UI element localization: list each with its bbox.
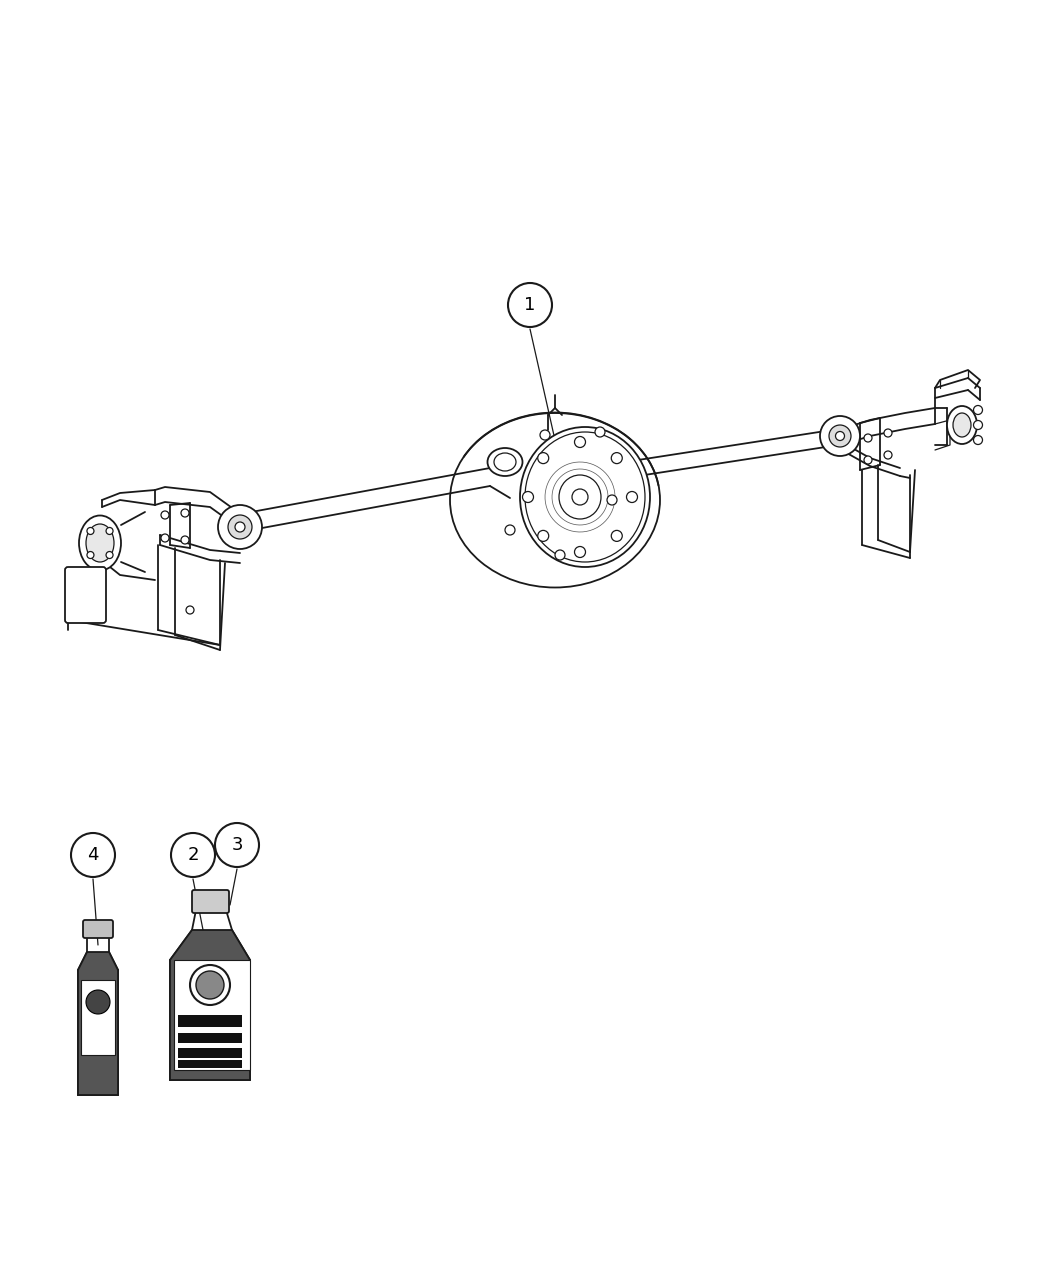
Ellipse shape [86, 524, 114, 562]
Circle shape [864, 434, 872, 442]
Text: 1: 1 [524, 296, 536, 314]
Circle shape [973, 436, 983, 445]
FancyBboxPatch shape [178, 1060, 242, 1068]
Circle shape [161, 534, 169, 542]
Circle shape [215, 822, 259, 867]
Circle shape [181, 536, 189, 544]
Circle shape [607, 495, 617, 505]
Circle shape [190, 965, 230, 1005]
Circle shape [87, 552, 93, 558]
Text: 4: 4 [87, 847, 99, 864]
Circle shape [505, 525, 514, 536]
Circle shape [611, 530, 623, 542]
Circle shape [538, 453, 549, 464]
Text: 2: 2 [187, 847, 198, 864]
Circle shape [171, 833, 215, 877]
Circle shape [235, 521, 245, 532]
Circle shape [186, 606, 194, 615]
FancyBboxPatch shape [174, 960, 250, 1070]
Circle shape [228, 515, 252, 539]
Text: 3: 3 [231, 836, 243, 854]
Circle shape [595, 427, 605, 437]
Circle shape [86, 989, 110, 1014]
Circle shape [830, 425, 850, 448]
Ellipse shape [79, 515, 121, 570]
FancyBboxPatch shape [178, 1015, 242, 1026]
Circle shape [627, 491, 637, 502]
Ellipse shape [520, 427, 650, 567]
Circle shape [181, 509, 189, 516]
FancyBboxPatch shape [65, 567, 106, 623]
Circle shape [574, 436, 586, 448]
Circle shape [71, 833, 116, 877]
Circle shape [87, 528, 93, 534]
Polygon shape [78, 952, 118, 1095]
Circle shape [611, 453, 623, 464]
Circle shape [161, 511, 169, 519]
Circle shape [574, 547, 586, 557]
FancyBboxPatch shape [178, 1048, 242, 1058]
Circle shape [973, 405, 983, 414]
Polygon shape [170, 929, 250, 1080]
Circle shape [508, 283, 552, 326]
Circle shape [523, 491, 533, 502]
FancyBboxPatch shape [178, 1033, 242, 1043]
Circle shape [540, 430, 550, 440]
Ellipse shape [953, 413, 971, 437]
Circle shape [864, 456, 872, 464]
Circle shape [820, 416, 860, 456]
Circle shape [884, 451, 892, 459]
Circle shape [218, 505, 262, 550]
Circle shape [106, 552, 113, 558]
Ellipse shape [487, 448, 523, 476]
Circle shape [196, 972, 224, 1000]
Circle shape [538, 530, 549, 542]
Circle shape [555, 550, 565, 560]
Circle shape [884, 428, 892, 437]
Circle shape [973, 421, 983, 430]
Circle shape [106, 528, 113, 534]
Ellipse shape [947, 405, 976, 444]
Circle shape [836, 431, 844, 440]
FancyBboxPatch shape [192, 890, 229, 913]
FancyBboxPatch shape [81, 980, 116, 1054]
FancyBboxPatch shape [83, 921, 113, 938]
